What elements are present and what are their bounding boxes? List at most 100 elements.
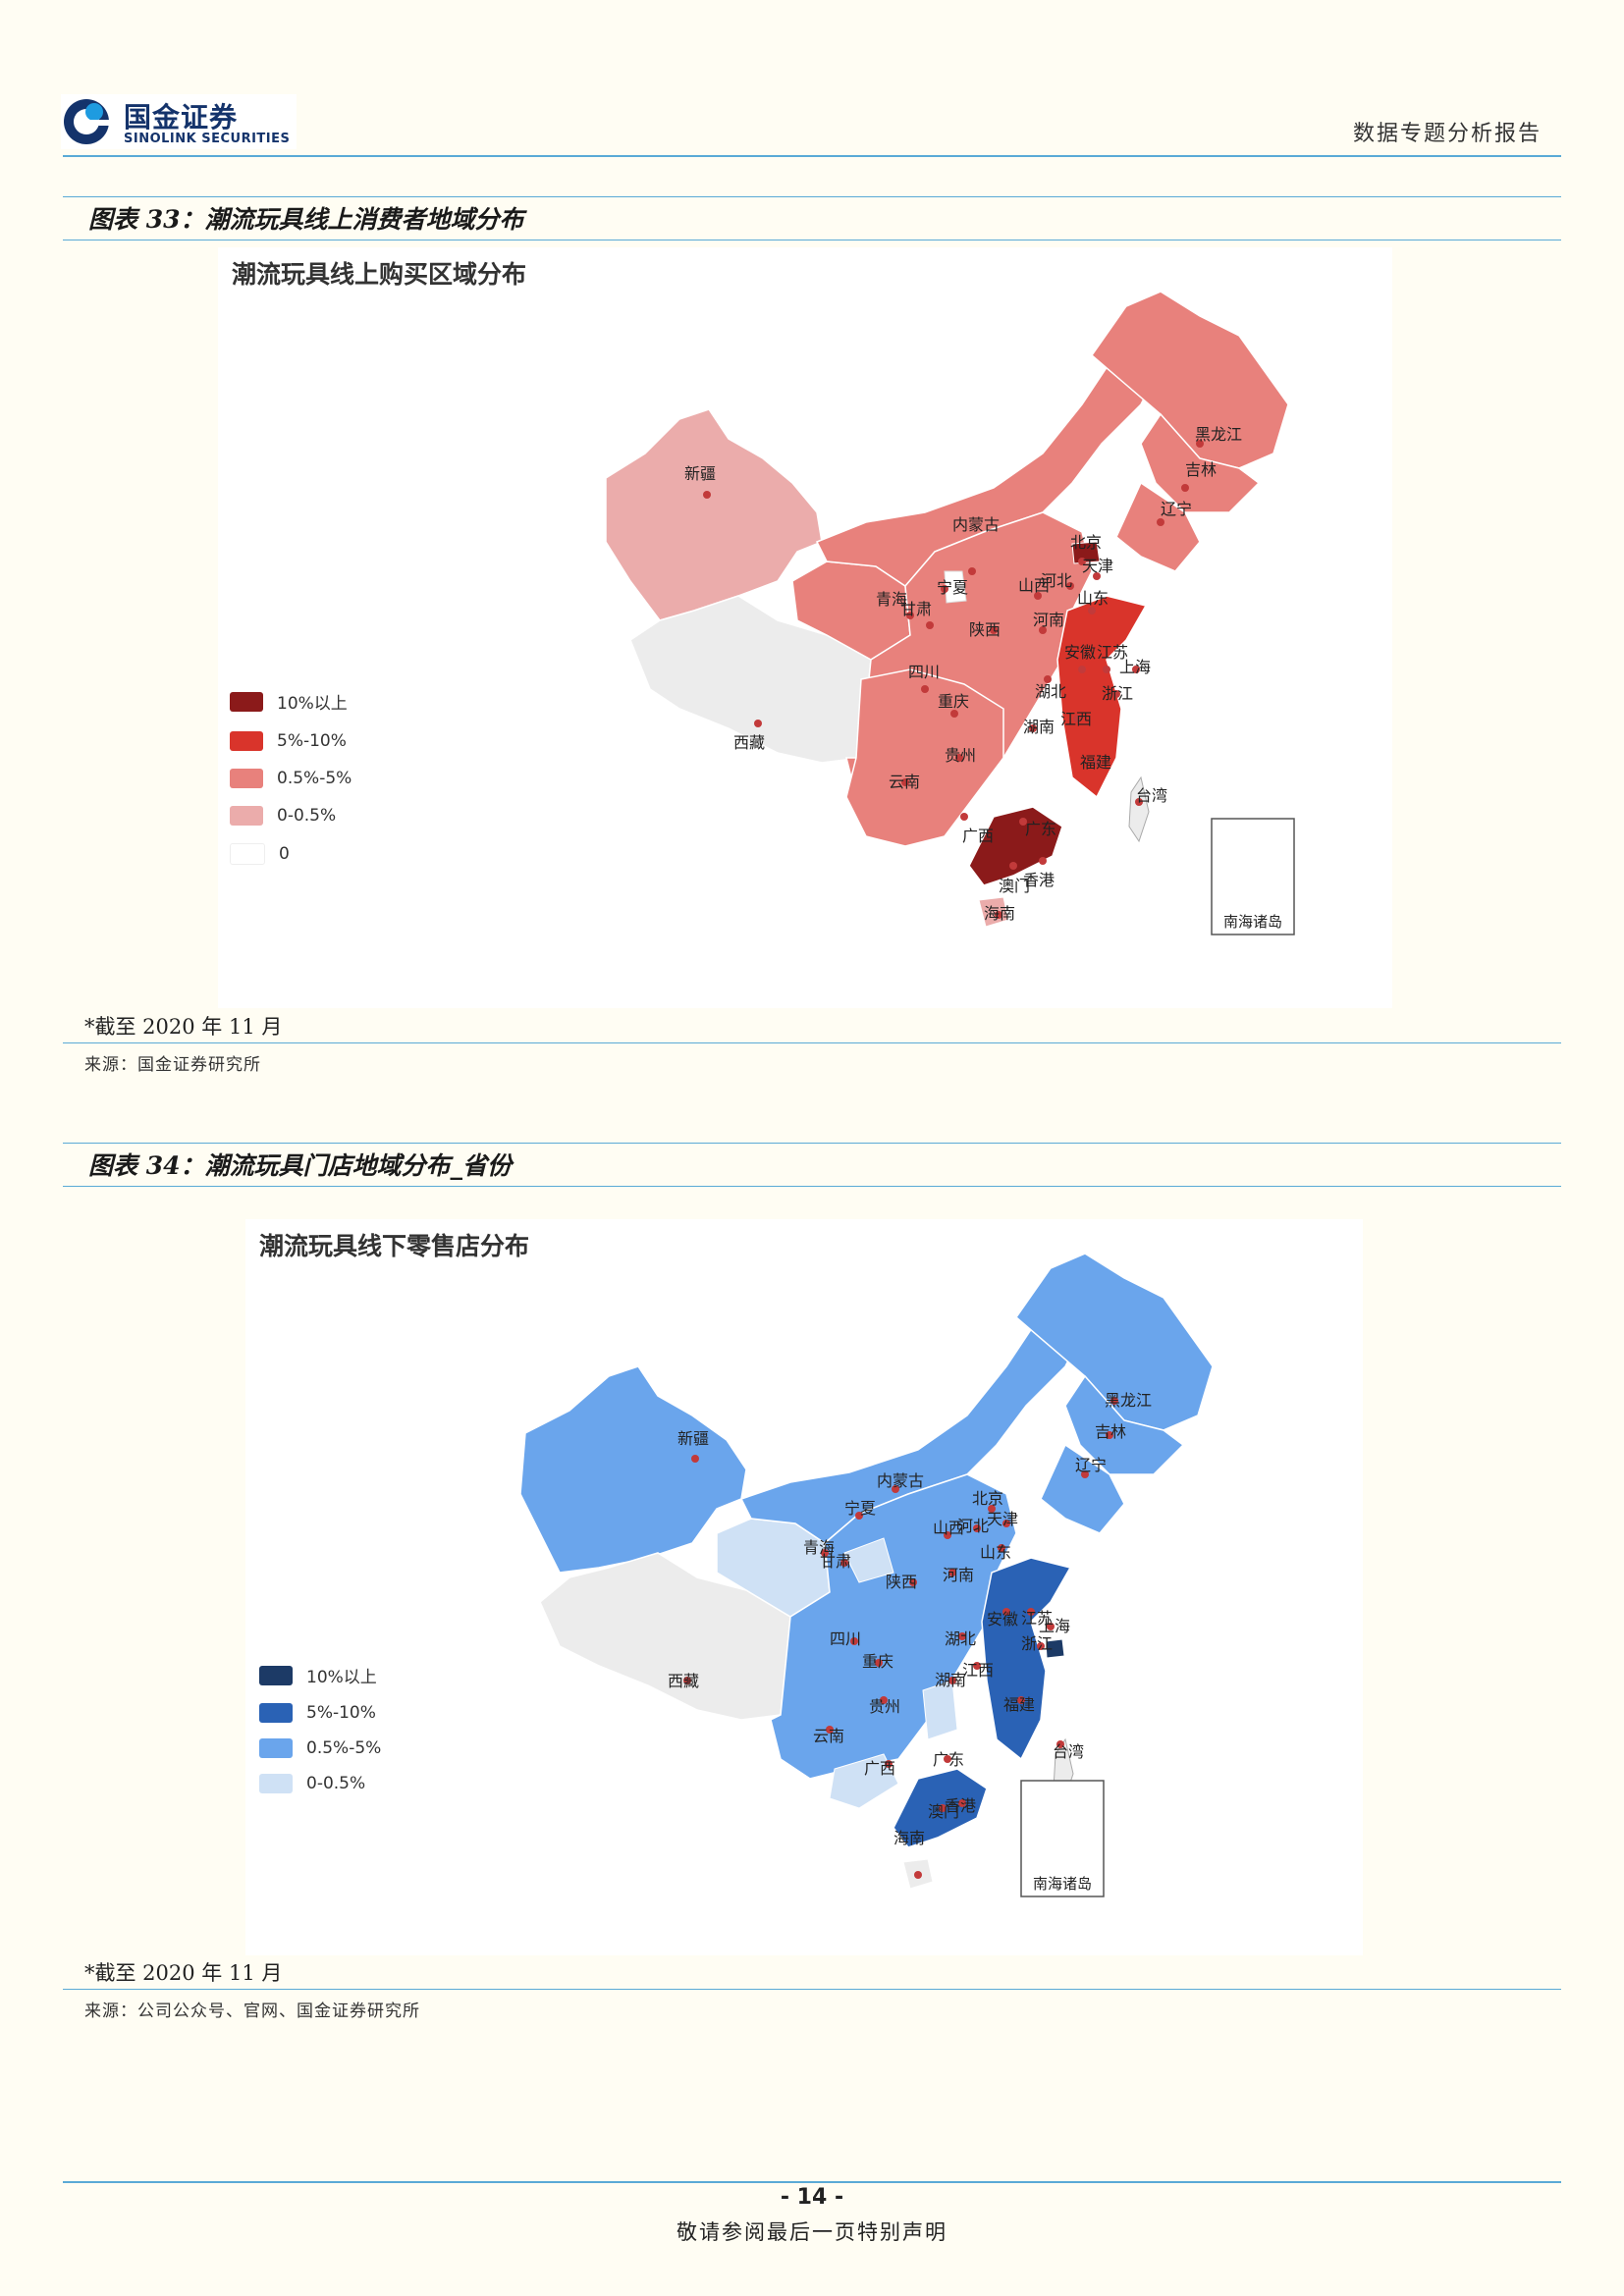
province-marker bbox=[948, 1569, 956, 1576]
province-marker bbox=[840, 1559, 848, 1567]
province-marker bbox=[850, 1637, 858, 1645]
region-liaoning bbox=[1115, 481, 1201, 572]
province-marker bbox=[1073, 715, 1081, 722]
fig33-legend-item: 0 bbox=[230, 843, 352, 865]
province-label: 天津 bbox=[987, 1510, 1018, 1528]
fig33-legend-item: 0.5%-5% bbox=[230, 769, 352, 788]
province-marker bbox=[885, 1760, 893, 1768]
province-label: 辽宁 bbox=[1075, 1456, 1107, 1474]
province-label: 山西 bbox=[1018, 576, 1050, 595]
province-label: 北京 bbox=[972, 1489, 1003, 1508]
province-label: 香港 bbox=[1023, 871, 1055, 889]
fig33-chart: 潮流玩具线上购买区域分布 10%以上 5%-10% 0.5%-5% 0-0.5%… bbox=[218, 247, 1392, 1008]
region-east-coast bbox=[981, 1557, 1072, 1761]
region-xinjiang bbox=[519, 1365, 747, 1574]
province-label: 四川 bbox=[830, 1629, 861, 1648]
region-gansu-light bbox=[843, 1537, 894, 1583]
province-marker bbox=[1039, 857, 1047, 865]
province-label: 江西 bbox=[962, 1661, 994, 1680]
report-type: 数据专题分析报告 bbox=[1352, 122, 1542, 146]
province-label: 云南 bbox=[813, 1727, 844, 1745]
province-marker bbox=[1093, 759, 1101, 767]
province-marker bbox=[1034, 592, 1042, 600]
province-marker bbox=[855, 1512, 863, 1520]
province-label: 贵州 bbox=[869, 1697, 900, 1716]
province-marker bbox=[1110, 1397, 1118, 1405]
province-marker bbox=[950, 710, 958, 718]
fig33-legend: 10%以上 5%-10% 0.5%-5% 0-0.5% 0 bbox=[230, 689, 352, 865]
province-marker bbox=[1029, 724, 1037, 732]
fig33-note: *截至 2020 年 11 月 bbox=[84, 1015, 283, 1039]
province-marker bbox=[1103, 666, 1110, 673]
fig34-title-rule bbox=[63, 1186, 1561, 1187]
province-label: 青海 bbox=[876, 590, 907, 609]
province-label: 福建 bbox=[1003, 1695, 1035, 1714]
province-marker bbox=[968, 567, 976, 575]
province-label: 广东 bbox=[933, 1750, 964, 1769]
province-marker bbox=[1157, 518, 1164, 526]
logo-cn-text: 国金证券 bbox=[124, 101, 239, 133]
fig34-title: 图表 34：潮流玩具门店地域分布_省份 bbox=[88, 1151, 512, 1180]
fig34-chart: 潮流玩具线下零售店分布 10%以上 5%-10% 0.5%-5% 0-0.5% … bbox=[245, 1219, 1363, 1955]
province-label: 江西 bbox=[1060, 710, 1092, 728]
province-marker bbox=[1081, 1470, 1089, 1478]
fig33-top-rule bbox=[63, 196, 1561, 197]
province-marker bbox=[958, 1799, 966, 1807]
province-marker bbox=[948, 1677, 956, 1684]
province-marker bbox=[995, 911, 1002, 919]
province-marker bbox=[1088, 607, 1096, 614]
province-marker bbox=[990, 626, 998, 634]
inset-south-sea bbox=[1211, 818, 1295, 935]
region-taiwan bbox=[1128, 775, 1150, 843]
province-marker bbox=[1047, 1623, 1055, 1630]
province-label: 重庆 bbox=[938, 692, 969, 711]
province-label: 西藏 bbox=[733, 733, 765, 752]
province-label: 内蒙古 bbox=[877, 1471, 924, 1490]
province-marker bbox=[939, 1804, 947, 1812]
province-marker bbox=[892, 1485, 899, 1493]
province-marker bbox=[909, 1578, 917, 1586]
fig34-map: 南海诸岛 新疆 内蒙古 黑龙江 吉林 辽宁 北京 天津 河北 山西 山东 宁夏 … bbox=[519, 1253, 1214, 1897]
disclaimer: 敬请参阅最后一页特别声明 bbox=[677, 2220, 947, 2244]
region-heilongjiang bbox=[1090, 291, 1289, 469]
province-marker bbox=[1039, 626, 1047, 634]
province-label: 陕西 bbox=[886, 1573, 917, 1591]
province-marker bbox=[1078, 558, 1086, 565]
province-marker bbox=[703, 491, 711, 499]
province-marker bbox=[973, 1662, 981, 1670]
fig34-chart-title: 潮流玩具线下零售店分布 bbox=[259, 1232, 530, 1260]
region-shanghai bbox=[1045, 1638, 1065, 1659]
province-label: 安徽 bbox=[1064, 643, 1096, 662]
province-marker bbox=[1017, 1696, 1025, 1704]
region-southwest bbox=[845, 668, 1004, 847]
province-label: 上海 bbox=[1039, 1617, 1070, 1635]
province-label: 香港 bbox=[945, 1796, 976, 1815]
inset-label: 南海诸岛 bbox=[1223, 913, 1282, 931]
province-label: 山东 bbox=[1077, 589, 1109, 608]
province-marker bbox=[926, 621, 934, 629]
province-label: 陕西 bbox=[969, 620, 1001, 639]
province-label: 西藏 bbox=[668, 1672, 699, 1690]
region-hainan bbox=[978, 896, 1009, 928]
province-marker bbox=[821, 1549, 829, 1557]
province-marker bbox=[921, 685, 929, 693]
province-marker bbox=[875, 1659, 883, 1667]
region-xinjiang bbox=[605, 408, 823, 621]
fig33-legend-item: 10%以上 bbox=[230, 689, 352, 714]
province-label: 海南 bbox=[984, 904, 1015, 923]
province-marker bbox=[754, 720, 762, 727]
province-marker bbox=[941, 585, 948, 593]
province-label: 河北 bbox=[1041, 571, 1072, 590]
region-guangdong bbox=[968, 806, 1063, 886]
province-label: 甘肃 bbox=[900, 600, 932, 618]
province-marker bbox=[683, 1677, 691, 1684]
region-liaoning bbox=[1040, 1443, 1125, 1534]
region-jilin bbox=[1064, 1374, 1185, 1475]
province-label: 河南 bbox=[943, 1566, 974, 1584]
province-marker bbox=[1106, 1431, 1113, 1439]
fig33-legend-item: 5%-10% bbox=[230, 731, 352, 751]
region-jiangxi-light bbox=[922, 1680, 958, 1740]
province-label: 湖北 bbox=[945, 1629, 976, 1648]
province-marker bbox=[1037, 1642, 1045, 1650]
province-marker bbox=[901, 778, 909, 786]
